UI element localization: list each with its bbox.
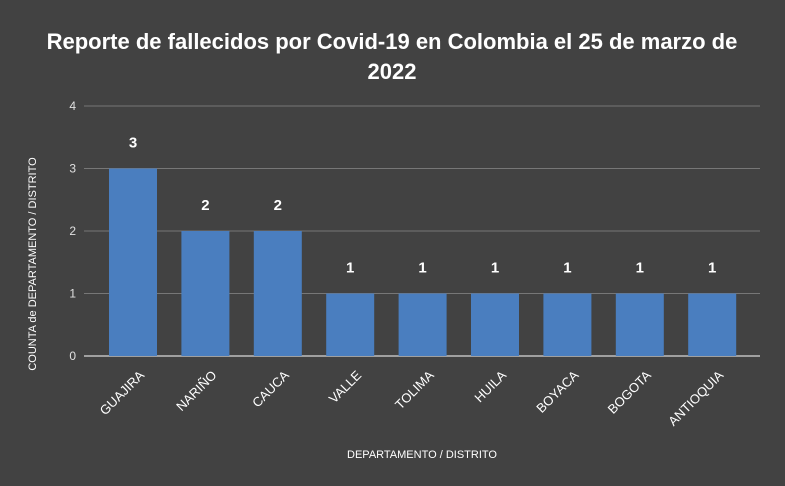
x-tick-label: BOGOTA [605, 367, 654, 416]
data-label: 1 [491, 260, 499, 277]
bar [471, 293, 519, 356]
y-tick-label: 0 [69, 349, 76, 363]
data-label: 1 [636, 260, 644, 277]
data-label: 2 [274, 197, 282, 214]
x-tick-label: NARIÑO [173, 368, 219, 414]
x-tick-label: HUILA [471, 367, 509, 405]
x-tick-label: GUAJIRA [97, 367, 148, 418]
y-tick-label: 3 [69, 162, 76, 176]
x-tick-label: CAUCA [249, 367, 292, 410]
y-tick-label: 1 [69, 287, 76, 301]
bar [398, 293, 447, 356]
x-tick-label: VALLE [326, 367, 365, 406]
bar [326, 293, 375, 356]
bar [543, 293, 592, 356]
y-tick-label: 2 [69, 224, 76, 238]
data-label: 1 [708, 260, 716, 277]
y-axis-title: COUNTA de DEPARTAMENTO / DISTRITO [27, 157, 39, 371]
bar [688, 293, 737, 356]
chart-title-line-2: 2022 [368, 59, 417, 84]
x-tick-label: TOLIMA [392, 367, 437, 412]
bar [109, 168, 157, 356]
chart-title-line-1: Reporte de fallecidos por Covid-19 en Co… [47, 29, 738, 54]
x-tick-label: BOYACA [533, 367, 581, 415]
data-label: 2 [201, 197, 209, 214]
x-tick-label: ANTIOQUIA [665, 367, 726, 428]
data-label: 1 [418, 260, 426, 277]
bar [615, 293, 664, 356]
y-tick-label: 4 [69, 99, 76, 113]
bar [181, 231, 230, 356]
data-label: 3 [129, 135, 137, 152]
bar [253, 231, 302, 356]
data-label: 1 [563, 260, 571, 277]
x-axis-title: DEPARTAMENTO / DISTRITO [347, 449, 497, 461]
data-label: 1 [346, 260, 354, 277]
